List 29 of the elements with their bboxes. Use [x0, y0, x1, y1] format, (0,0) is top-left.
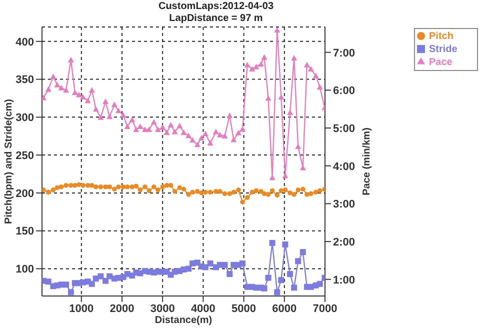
y2-tick-label: 3:00: [333, 198, 356, 211]
x-tick-label: 2000: [110, 302, 134, 315]
legend-label: Pitch: [429, 31, 454, 42]
x-tick-label: 3000: [150, 302, 175, 315]
x-tick-label: 1000: [69, 302, 94, 315]
y-tick-label: 400: [16, 36, 34, 48]
x-tick-label: 6000: [272, 302, 297, 315]
y-tick-label: 250: [16, 150, 34, 162]
y-tick-label: 200: [16, 188, 34, 200]
x-tick-label: 4000: [190, 302, 216, 315]
y-tick-label: 350: [16, 74, 34, 86]
y-tick-label: 150: [16, 226, 34, 238]
y2-tick-label: 6:00: [333, 85, 356, 98]
y2-tick-label: 2:00: [333, 236, 356, 248]
x-tick-label: 5000: [232, 302, 256, 315]
chart-subtitle: LapDistance = 97 m: [168, 13, 264, 25]
chart-title: CustomLaps:2012-04-03: [157, 1, 275, 13]
legend-label: Pace: [429, 57, 452, 68]
y2-tick-label: 1:00: [333, 274, 356, 286]
y-axis-title: Pitch(bpm) and Stride(cm): [4, 98, 15, 224]
y2-tick-label: 5:00: [333, 122, 356, 135]
y2-tick-label: 7:00: [333, 47, 356, 60]
y2-tick-label: 4:00: [333, 160, 356, 173]
y2-axis-title: Pace (min/km): [362, 128, 373, 196]
y-tick-label: 300: [16, 112, 34, 124]
x-axis-title: Distance(m): [154, 315, 212, 326]
x-tick-label: 7000: [312, 302, 338, 315]
y-tick-label: 100: [16, 264, 34, 276]
legend-label: Stride: [429, 44, 458, 55]
